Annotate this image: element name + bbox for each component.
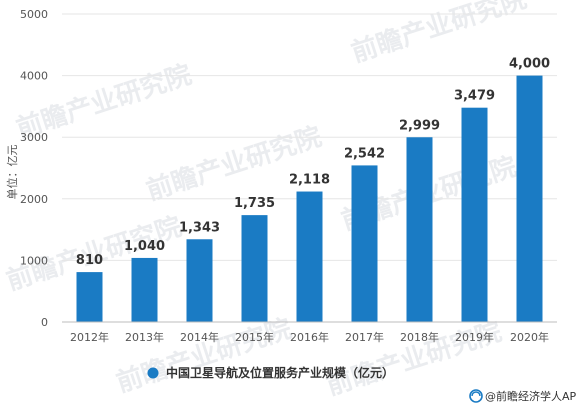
bar bbox=[516, 75, 543, 322]
y-tick-label: 0 bbox=[41, 316, 48, 329]
data-label: 1,735 bbox=[234, 196, 275, 211]
x-tick-label: 2020年 bbox=[510, 330, 549, 344]
x-tick-label: 2017年 bbox=[345, 330, 384, 344]
credit: @前瞻经济学人APP bbox=[469, 389, 577, 403]
bar bbox=[351, 165, 378, 322]
x-tick-label: 2013年 bbox=[125, 330, 164, 344]
watermark-text: 前瞻产业研究院 bbox=[323, 316, 506, 402]
data-label: 1,343 bbox=[179, 220, 220, 235]
y-tick-label: 1000 bbox=[20, 254, 48, 267]
y-tick-label: 4000 bbox=[20, 70, 48, 83]
y-axis-ticks: 0 1000 2000 3000 4000 5000 bbox=[20, 8, 48, 329]
bars bbox=[76, 75, 543, 322]
credit-logo-icon bbox=[469, 389, 483, 403]
data-labels: 810 1,040 1,343 1,735 2,118 2,542 2,999 3,479 4,… bbox=[76, 57, 550, 269]
data-label: 810 bbox=[76, 253, 103, 268]
y-axis-label: 单位：亿元 bbox=[5, 145, 19, 200]
bar bbox=[406, 137, 433, 322]
credit-text: @前瞻经济学人APP bbox=[485, 389, 577, 403]
y-tick-label: 2000 bbox=[20, 193, 48, 206]
y-tick-label: 5000 bbox=[20, 8, 48, 21]
legend-label: 中国卫星导航及位置服务产业规模（亿元） bbox=[166, 365, 394, 380]
x-axis-ticks: 2012年 2013年 2014年 2015年 2016年 2017年 2018年 2019年… bbox=[70, 330, 549, 344]
bar bbox=[131, 257, 158, 322]
bar bbox=[186, 239, 213, 322]
x-tick-label: 2015年 bbox=[235, 330, 274, 344]
watermark-text: 前瞻产业研究院 bbox=[348, 0, 531, 69]
data-label: 1,040 bbox=[124, 239, 165, 254]
x-tick-label: 2016年 bbox=[290, 330, 329, 344]
legend: 中国卫星导航及位置服务产业规模（亿元） bbox=[147, 365, 394, 380]
bar bbox=[241, 215, 268, 322]
data-label: 2,542 bbox=[344, 146, 385, 161]
bar bbox=[461, 107, 488, 322]
legend-swatch bbox=[147, 367, 159, 379]
watermark-text: 前瞻产业研究院 bbox=[113, 313, 296, 399]
x-tick-label: 2018年 bbox=[400, 330, 439, 344]
credit-logo-icon bbox=[471, 391, 481, 397]
x-tick-label: 2014年 bbox=[180, 330, 219, 344]
x-tick-label: 2012年 bbox=[70, 330, 109, 344]
data-label: 2,999 bbox=[399, 118, 440, 133]
bar bbox=[296, 191, 323, 322]
data-label: 4,000 bbox=[509, 57, 550, 72]
data-label: 3,479 bbox=[454, 89, 495, 104]
bar bbox=[76, 272, 103, 322]
y-tick-label: 3000 bbox=[20, 131, 48, 144]
data-label: 2,118 bbox=[289, 173, 330, 188]
x-tick-label: 2019年 bbox=[455, 330, 494, 344]
